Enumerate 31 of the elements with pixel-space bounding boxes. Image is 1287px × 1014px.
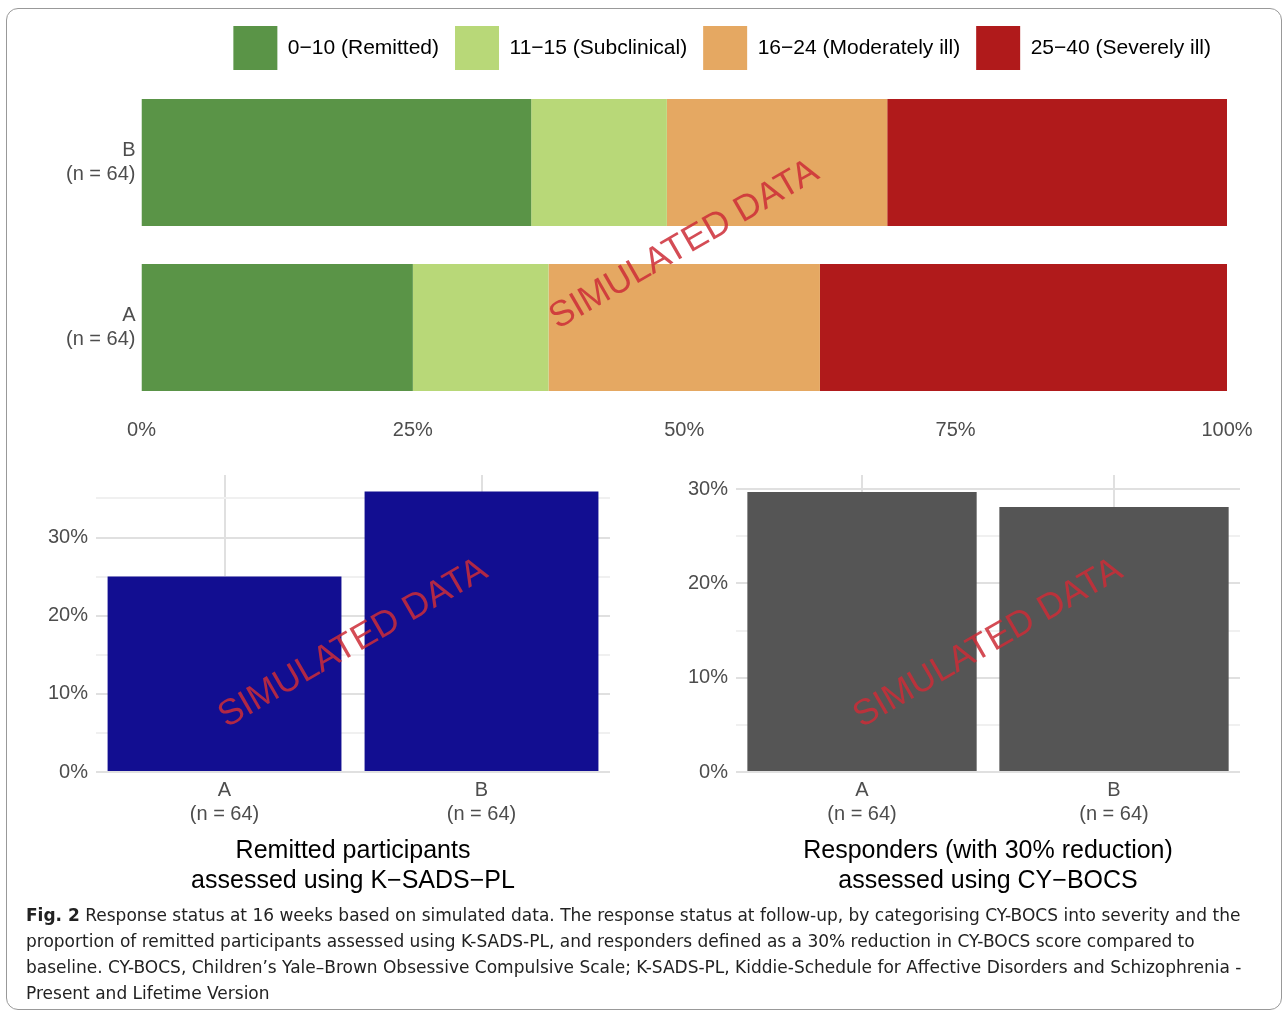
bar	[141, 98, 532, 227]
y-tick-label: 20%	[688, 570, 729, 593]
x-tick-label: 100%	[1201, 417, 1253, 440]
x-axis-title: Responders (with 30% reduction) assessed using CY−BOCS	[803, 834, 1173, 893]
bar	[819, 263, 1227, 392]
y-tick-label: 30%	[688, 476, 729, 499]
y-tick-label: 10%	[688, 665, 729, 688]
legend-label: 0−10 (Remitted)	[287, 34, 440, 58]
x-tick-label: 50%	[664, 417, 705, 440]
caption: Fig. 2 Response status at 16 weeks based on simulated data. The response status at follow-up, by categorising CY-BOCS into severity and the proportion of remitted participants assessed using K-SADS-PL, and responders defined as a 30% reduction in CY-BOCS score compared to baseline. CY-BOCS, Children’s Yale–Brown Obsessive Compulsive Scale; K-SADS-PL, Kiddie-Schedule for Affective Disorders and Schizophrenia - Present and Lifetime Version	[26, 904, 1243, 1005]
y-tick-label: 0%	[699, 759, 729, 782]
x-tick-label: B (n = 64)	[1079, 777, 1149, 824]
x-tick-label: A (n = 64)	[827, 777, 897, 824]
x-tick-label: 0%	[127, 417, 157, 440]
legend-label: 11−15 (Subclinical)	[509, 34, 688, 58]
x-tick-label: A (n = 64)	[189, 777, 260, 824]
legend-label: 25−40 (Severely ill)	[1030, 34, 1212, 58]
y-tick-label: 0%	[59, 759, 89, 782]
bar	[141, 263, 413, 392]
x-tick-label: B (n = 64)	[446, 777, 517, 824]
y-tick-label: A (n = 64)	[66, 303, 137, 350]
legend-label: 16−24 (Moderately ill)	[757, 34, 961, 58]
x-tick-label: 25%	[392, 417, 434, 440]
y-tick-label: B (n = 64)	[66, 138, 136, 185]
bar	[887, 98, 1227, 227]
x-axis-title: Remitted participants assessed using K−SADS−PL	[191, 834, 516, 893]
y-tick-label: 10%	[48, 681, 89, 704]
x-tick-label: 75%	[935, 417, 976, 440]
bar	[412, 263, 549, 392]
y-tick-label: 20%	[48, 603, 89, 626]
y-tick-label: 30%	[48, 525, 89, 548]
